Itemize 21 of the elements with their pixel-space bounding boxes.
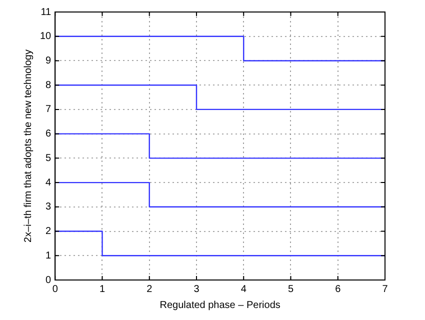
y-tick-label: 5 bbox=[46, 152, 52, 164]
x-tick-label: 4 bbox=[240, 284, 247, 295]
x-tick-label: 3 bbox=[194, 284, 200, 295]
x-axis-title: Regulated phase – Periods bbox=[160, 300, 280, 311]
y-tick-label: 3 bbox=[46, 202, 52, 213]
y-tick-label: 7 bbox=[46, 104, 52, 116]
x-tick-label: 5 bbox=[288, 284, 294, 295]
y-tick-label: 1 bbox=[46, 250, 52, 262]
x-tick-label: 7 bbox=[382, 284, 388, 295]
y-tick-label: 2 bbox=[46, 226, 52, 238]
x-tick-label: 1 bbox=[99, 284, 106, 295]
y-tick-label: 0 bbox=[46, 274, 52, 286]
y-tick-label: 11 bbox=[40, 6, 52, 18]
y-tick-label: 6 bbox=[46, 128, 52, 140]
x-tick-label: 6 bbox=[335, 284, 342, 295]
y-tick-label: 10 bbox=[40, 31, 52, 42]
y-tick-label: 9 bbox=[46, 55, 52, 66]
y-tick-label: 8 bbox=[46, 80, 52, 91]
y-axis-title: 2x–i–th firm that adopts the new technology bbox=[22, 50, 34, 242]
x-tick-label: 2 bbox=[146, 284, 153, 295]
y-tick-label: 4 bbox=[46, 177, 52, 188]
